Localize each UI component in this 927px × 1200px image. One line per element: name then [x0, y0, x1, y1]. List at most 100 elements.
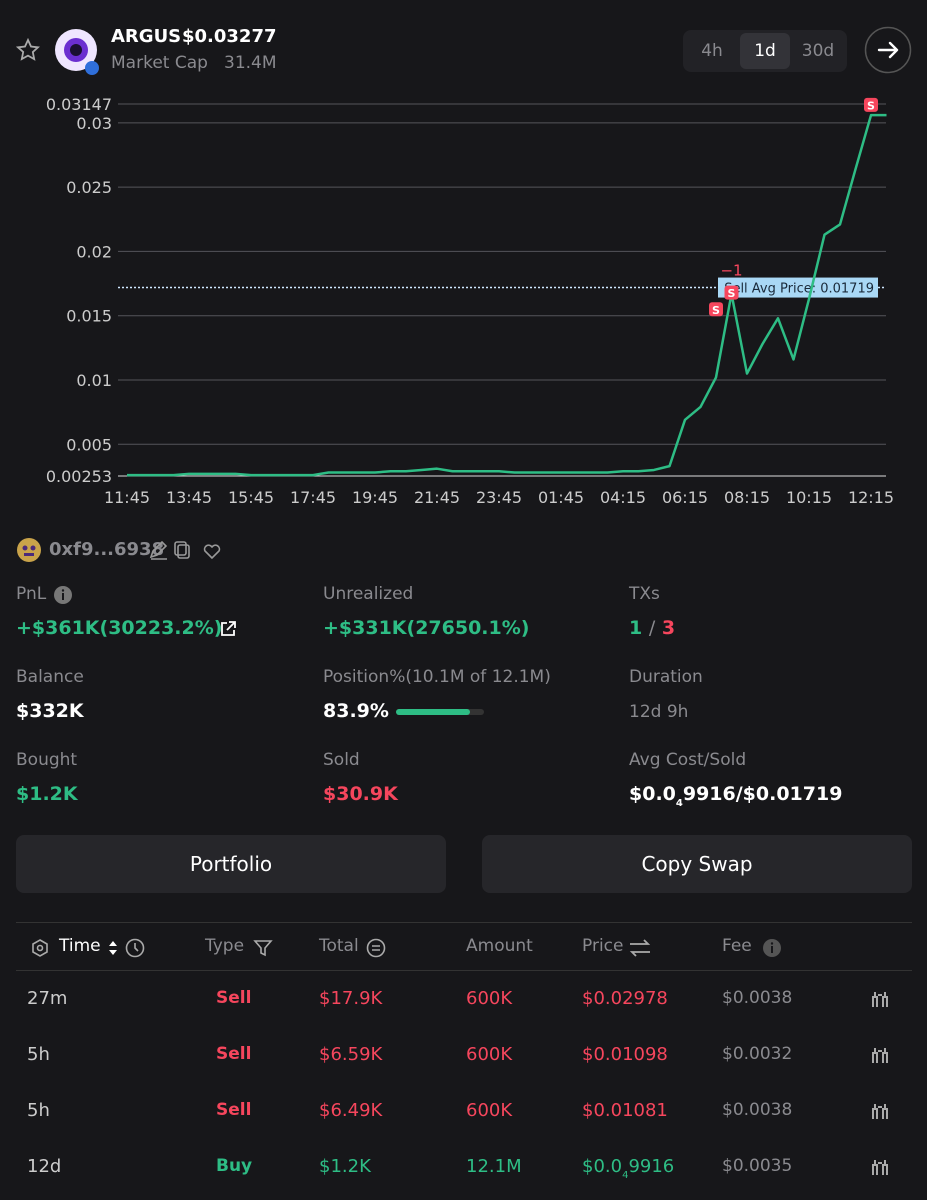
sell-marker: S: [709, 302, 723, 317]
cell-time: 5h: [27, 1044, 50, 1065]
tx-buys: 1: [629, 617, 643, 639]
cell-total: $1.2K: [319, 1156, 371, 1177]
x-tick-label: 01:45: [538, 488, 584, 507]
price-chart: 0.00253 0.005 0.01 0.015 0.02 0.025 0.030.0314…: [46, 95, 894, 507]
column-header: Amount: [466, 936, 533, 956]
cell-amount: 600K: [466, 1044, 513, 1065]
cell-time: 5h: [27, 1100, 50, 1121]
cell-type: Sell: [216, 1044, 252, 1064]
y-tick-label: 0.02: [76, 242, 112, 261]
cell-total: $17.9K: [319, 988, 383, 1009]
price-rest: 9916: [628, 1156, 675, 1177]
tx-sep: /: [648, 617, 656, 639]
y-tick-label: 0.03147: [46, 95, 112, 114]
y-tick-label: 0.00253: [46, 467, 112, 486]
y-tick-label: 0.025: [66, 178, 112, 197]
market-cap-label: Market Cap: [111, 53, 208, 73]
stat-value: +$361K(30223.2%): [16, 617, 223, 639]
stat-label: TXs: [629, 584, 660, 604]
token-price: $0.03277: [182, 26, 277, 47]
cell-total: $6.59K: [319, 1044, 383, 1065]
swap-icon[interactable]: [628, 938, 652, 958]
stat-value: 83.9%: [323, 700, 389, 722]
copy-swap-button[interactable]: Copy Swap: [482, 835, 912, 893]
x-tick-label: 17:45: [290, 488, 336, 507]
cell-amount: 12.1M: [466, 1156, 522, 1177]
stat-value: 12d 9h: [629, 702, 689, 722]
stat-value: +$331K(27650.1%): [323, 617, 530, 639]
y-tick-label: 0.005: [66, 435, 112, 454]
stat-value: $0.049916/$0.01719: [629, 783, 842, 809]
cell-price: $0.02978: [582, 988, 668, 1009]
wallet-actions[interactable]: [148, 539, 224, 561]
column-header: Total: [319, 936, 359, 956]
sell-marker-box: [709, 302, 723, 317]
avg-cost-sub: 4: [675, 798, 683, 809]
cell-total: $6.49K: [319, 1100, 383, 1121]
tx-link-icon[interactable]: [870, 1101, 890, 1121]
stat-label: Unrealized: [323, 584, 414, 604]
wallet-address: 0xf9...6938: [49, 539, 165, 560]
x-tick-label: 10:15: [786, 488, 832, 507]
annotation: −1: [720, 262, 742, 280]
y-tick-label: 0.01: [76, 371, 112, 390]
divider: [16, 970, 912, 971]
cell-time: 12d: [27, 1156, 62, 1177]
x-tick-label: 23:45: [476, 488, 522, 507]
cell-amount: 600K: [466, 988, 513, 1009]
avg-cost-rest: 9916/$0.01719: [682, 783, 843, 805]
portfolio-button[interactable]: Portfolio: [16, 835, 446, 893]
cell-type: Buy: [216, 1156, 253, 1176]
sell-marker: S: [724, 285, 739, 300]
info-icon[interactable]: [762, 938, 782, 958]
token-name: ARGUS: [111, 26, 182, 47]
tx-link-icon[interactable]: [870, 1045, 890, 1065]
stat-label: Bought: [16, 750, 78, 770]
star-icon[interactable]: [16, 38, 40, 62]
x-tick-label: 12:15: [848, 488, 894, 507]
position-bar: [396, 709, 470, 715]
next-button[interactable]: [864, 26, 912, 74]
stat-value: $1.2K: [16, 783, 78, 805]
settings-icon[interactable]: [30, 938, 50, 958]
stat-label: Avg Cost/Sold: [629, 750, 747, 770]
column-header[interactable]: Time: [59, 936, 101, 956]
stat-value: 1 / 3: [629, 617, 675, 639]
timeframe-active[interactable]: 1d: [740, 33, 790, 69]
sell-marker-box: [864, 97, 878, 112]
price-sub: 4: [622, 1170, 629, 1181]
stat-value: $332K: [16, 700, 84, 722]
cell-fee: $0.0038: [722, 988, 793, 1008]
tx-link-icon[interactable]: [870, 1157, 890, 1177]
divider: [16, 922, 912, 923]
column-header: Fee: [722, 936, 752, 956]
tx-link-icon[interactable]: [870, 989, 890, 1009]
sell-marker-label: S: [712, 304, 720, 317]
info-icon[interactable]: [53, 585, 73, 605]
cell-fee: $0.0035: [722, 1156, 793, 1176]
avg-price-label-bg: [718, 277, 878, 298]
x-tick-label: 08:15: [724, 488, 770, 507]
wallet-avatar: [17, 538, 41, 562]
external-link-icon[interactable]: [219, 620, 237, 638]
currency-icon[interactable]: [366, 938, 386, 958]
column-header: Type: [205, 936, 245, 956]
token-logo: [55, 29, 99, 75]
sort-icons[interactable]: [106, 937, 148, 959]
x-tick-label: 21:45: [414, 488, 460, 507]
cell-price: $0.049916: [582, 1156, 674, 1181]
x-tick-label: 06:15: [662, 488, 708, 507]
sell-marker-label: S: [867, 99, 875, 112]
sell-marker: S: [864, 97, 878, 112]
x-tick-label: 04:15: [600, 488, 646, 507]
stat-label: Duration: [629, 667, 703, 687]
stat-label: Sold: [323, 750, 360, 770]
timeframe[interactable]: 30d: [801, 41, 835, 61]
timeframe[interactable]: 4h: [701, 41, 723, 61]
y-tick-label: 0.03: [76, 114, 112, 133]
avg-cost-prefix: $0.0: [629, 783, 676, 805]
x-tick-label: 19:45: [352, 488, 398, 507]
price-line: [127, 113, 887, 477]
filter-icon[interactable]: [253, 938, 273, 958]
